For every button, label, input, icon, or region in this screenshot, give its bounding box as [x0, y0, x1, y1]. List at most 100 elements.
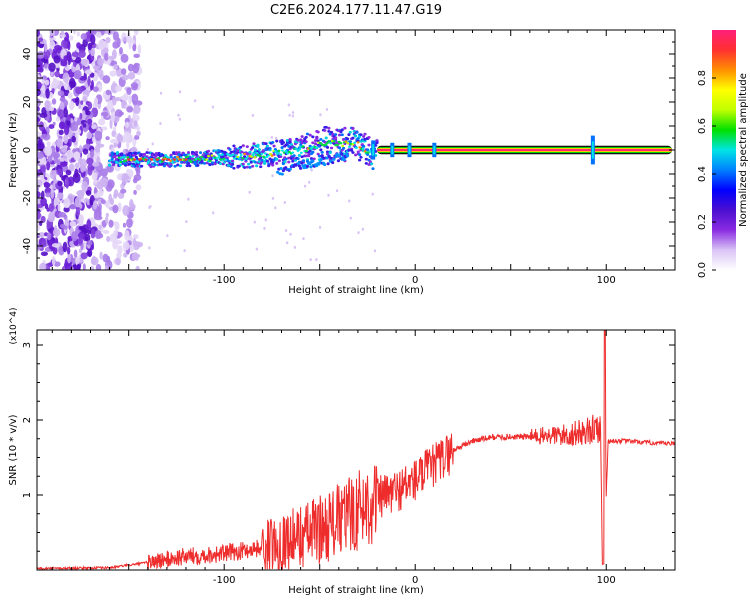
trace-halo	[107, 163, 112, 167]
noise-blob	[62, 72, 70, 83]
speckle	[371, 192, 374, 196]
speckle	[283, 200, 287, 204]
trace-halo	[120, 153, 124, 157]
noise-blob	[39, 112, 48, 118]
noise-blob	[78, 103, 82, 110]
trace-halo	[241, 162, 245, 166]
trace-core	[136, 161, 140, 164]
trace-halo	[300, 135, 304, 138]
trace-halo	[323, 129, 327, 132]
noise-blob	[37, 232, 46, 238]
noise-blob	[133, 53, 140, 59]
trace-core	[258, 154, 262, 158]
trace-core	[160, 160, 164, 163]
noise-blob	[109, 101, 113, 108]
trace-halo	[331, 132, 335, 136]
noise-blob	[56, 138, 64, 148]
trace-core	[348, 145, 351, 148]
trace-core	[262, 155, 265, 158]
trace-halo	[226, 163, 231, 167]
noise-blob	[121, 74, 129, 81]
speckle	[177, 113, 180, 117]
noise-blob	[113, 193, 118, 199]
trace-halo	[315, 136, 319, 140]
noise-blob	[51, 88, 55, 93]
trace-halo	[296, 157, 300, 161]
trace-core	[189, 160, 193, 164]
noise-blob	[48, 62, 56, 72]
speckle	[335, 189, 339, 193]
trace-halo	[268, 146, 272, 150]
trace-halo	[351, 151, 355, 154]
noise-blob	[82, 96, 88, 103]
trace-halo	[208, 163, 212, 166]
noise-blob	[75, 86, 83, 95]
trace-halo	[202, 161, 207, 165]
noise-blob	[132, 237, 137, 248]
spectrogram-x-axis-label: Height of straight line (km)	[288, 285, 424, 296]
trace-branch	[336, 159, 341, 163]
trace-halo	[328, 151, 332, 155]
trace-core	[329, 141, 332, 145]
trace-halo	[277, 159, 282, 163]
trace-halo	[287, 156, 291, 160]
trace-halo	[267, 164, 271, 168]
noise-blob	[130, 82, 139, 89]
speckle	[264, 218, 267, 222]
trace-halo	[248, 150, 252, 154]
noise-blob	[114, 221, 120, 231]
noise-blob	[87, 248, 93, 258]
noise-blob	[37, 142, 45, 151]
trace-halo	[275, 161, 279, 165]
noise-blob	[124, 230, 130, 241]
trace-branch	[305, 164, 310, 168]
spectrogram-y-ticks: -40 -20 0 20 40	[22, 29, 675, 271]
trace-halo	[341, 146, 346, 150]
noise-blob	[77, 222, 84, 227]
trace-halo	[257, 148, 261, 151]
speckle	[357, 231, 360, 235]
noise-blob	[92, 86, 99, 92]
trace-core	[368, 150, 372, 153]
trace-halo	[311, 150, 315, 154]
trace-core	[291, 151, 295, 154]
trace-halo	[320, 150, 324, 154]
noise-blob	[43, 181, 49, 187]
noise-blob	[79, 112, 83, 120]
trace-halo	[161, 154, 165, 157]
speckle	[293, 245, 297, 249]
speckle	[303, 184, 307, 188]
trace-halo	[178, 164, 183, 168]
speckle	[148, 246, 151, 250]
speckle	[271, 196, 275, 200]
trace-core	[117, 156, 121, 159]
trace-branch	[288, 167, 292, 171]
trace-halo	[245, 145, 249, 149]
trace-core	[255, 151, 259, 155]
trace-halo	[271, 163, 275, 167]
noise-blob	[96, 190, 104, 197]
noise-blob	[84, 233, 91, 242]
trace-halo	[229, 165, 233, 168]
trace-core	[270, 154, 274, 157]
trace-peak	[155, 158, 159, 161]
noise-blob	[72, 30, 77, 35]
noise-blob	[69, 35, 74, 41]
snr-x-axis-label: Height of straight line (km)	[288, 585, 424, 596]
trace-core	[351, 143, 355, 146]
trace-core	[217, 156, 221, 159]
noise-blob	[52, 228, 61, 237]
noise-blob	[55, 116, 61, 122]
trace-halo	[323, 140, 327, 144]
trace-branch	[280, 172, 284, 176]
noise-blob	[121, 68, 127, 75]
trace-halo	[186, 161, 191, 165]
noise-blob	[78, 236, 83, 245]
noise-blob	[62, 155, 68, 160]
noise-blob	[87, 42, 93, 51]
noise-blob	[102, 47, 109, 54]
trace-core	[176, 155, 179, 159]
noise-blob	[37, 151, 44, 159]
trace-halo	[247, 162, 251, 166]
trace-halo	[190, 157, 195, 161]
